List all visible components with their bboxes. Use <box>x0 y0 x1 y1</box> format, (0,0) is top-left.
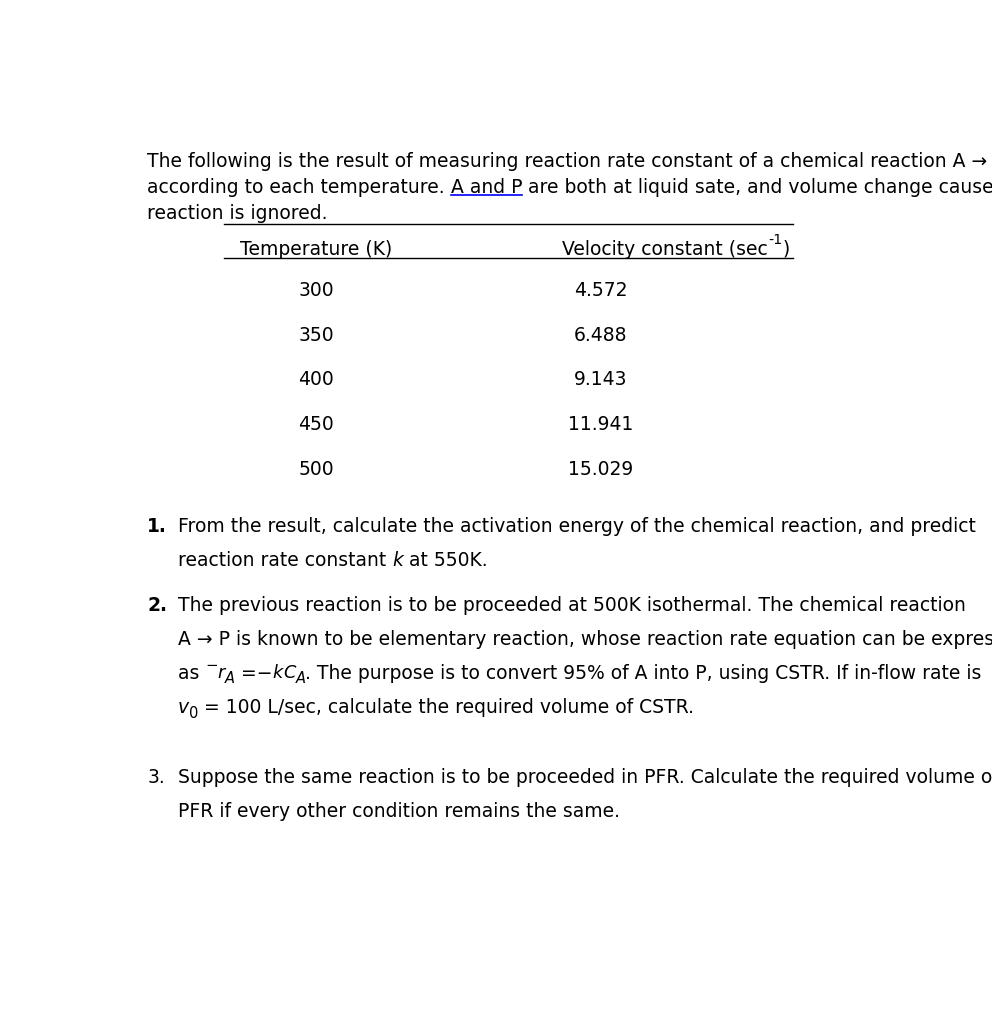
Text: 15.029: 15.029 <box>568 461 633 479</box>
Text: -1: -1 <box>768 233 782 247</box>
Text: at 550K.: at 550K. <box>403 551 488 570</box>
Text: From the result, calculate the activation energy of the chemical reaction, and p: From the result, calculate the activatio… <box>178 517 976 537</box>
Text: 2.: 2. <box>147 596 167 615</box>
Text: are both at liquid sate, and volume change caused by the: are both at liquid sate, and volume chan… <box>522 178 992 197</box>
Text: reaction rate constant: reaction rate constant <box>178 551 392 570</box>
Text: 500: 500 <box>299 461 334 479</box>
Text: as: as <box>178 664 205 683</box>
Text: PFR if every other condition remains the same.: PFR if every other condition remains the… <box>178 802 620 821</box>
Text: 11.941: 11.941 <box>568 416 633 434</box>
Text: Temperature (K): Temperature (K) <box>240 240 392 259</box>
Text: −: − <box>205 658 218 673</box>
Text: . The purpose is to convert 95% of A into P, using CSTR. If in-flow rate is: . The purpose is to convert 95% of A int… <box>306 664 982 683</box>
Text: ): ) <box>782 240 790 259</box>
Text: 400: 400 <box>299 371 334 389</box>
Text: A → P is known to be elementary reaction, whose reaction rate equation can be ex: A → P is known to be elementary reaction… <box>178 630 992 649</box>
Text: C: C <box>283 664 296 682</box>
Text: 6.488: 6.488 <box>574 326 627 344</box>
Text: A: A <box>225 671 235 686</box>
Text: The following is the result of measuring reaction rate constant of a chemical re: The following is the result of measuring… <box>147 152 992 171</box>
Text: A: A <box>296 671 306 686</box>
Text: 450: 450 <box>299 416 334 434</box>
Text: The previous reaction is to be proceeded at 500K isothermal. The chemical reacti: The previous reaction is to be proceeded… <box>178 596 965 615</box>
Text: 4.572: 4.572 <box>574 281 627 300</box>
Text: 300: 300 <box>299 281 334 300</box>
Text: 350: 350 <box>299 326 334 344</box>
Text: Velocity constant (sec: Velocity constant (sec <box>562 240 768 259</box>
Text: 3.: 3. <box>147 768 165 786</box>
Text: 9.143: 9.143 <box>574 371 627 389</box>
Text: reaction is ignored.: reaction is ignored. <box>147 204 327 223</box>
Text: v: v <box>178 697 188 717</box>
Text: r: r <box>218 664 225 682</box>
Text: k: k <box>392 551 403 570</box>
Text: Suppose the same reaction is to be proceeded in PFR. Calculate the required volu: Suppose the same reaction is to be proce… <box>178 768 992 786</box>
Text: =−: =− <box>235 664 273 683</box>
Text: k: k <box>273 664 283 682</box>
Text: 1.: 1. <box>147 517 167 537</box>
Text: according to each temperature.: according to each temperature. <box>147 178 450 197</box>
Text: 0: 0 <box>188 706 198 721</box>
Text: = 100 L/sec, calculate the required volume of CSTR.: = 100 L/sec, calculate the required volu… <box>198 697 694 717</box>
Text: A and P: A and P <box>450 178 522 197</box>
